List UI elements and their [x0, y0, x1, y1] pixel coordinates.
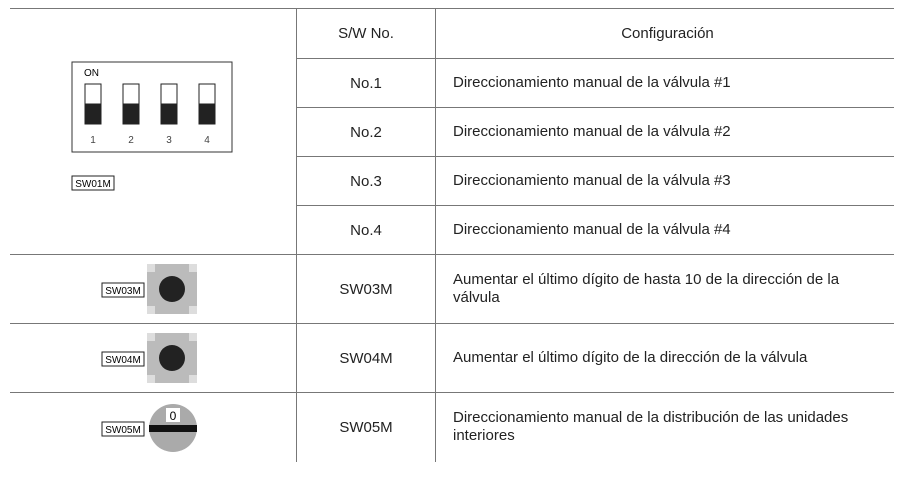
config-cell: Direccionamiento manual de la distribuci…	[435, 392, 894, 462]
rotary-mark: 0	[170, 409, 177, 423]
dip-toggles	[84, 83, 216, 125]
dip-number: 2	[128, 135, 134, 146]
settings-table: S/W No. Configuración No.1 Direccionamien…	[10, 8, 894, 462]
config-cell: Direccionamiento manual de la válvula #4	[435, 205, 894, 255]
button-knob	[159, 276, 185, 302]
switch-label: SW04M	[105, 355, 141, 366]
switch-label: SW05M	[105, 425, 141, 436]
sw-cell: No.4	[296, 205, 436, 255]
label-box	[101, 282, 145, 298]
config-cell: Aumentar el último dígito de hasta 10 de…	[435, 254, 894, 324]
sw-cell: SW04M	[296, 323, 436, 393]
button-knob	[159, 345, 185, 371]
button-corners	[147, 264, 197, 314]
sw-cell: SW05M	[296, 392, 436, 462]
config-cell: Direccionamiento manual de la válvula #2	[435, 107, 894, 157]
label-box	[101, 421, 145, 437]
config-cell: Direccionamiento manual de la válvula #1	[435, 58, 894, 108]
switch-label: SW03M	[105, 286, 141, 297]
rotary-slot	[149, 425, 197, 432]
sw-cell: No.1	[296, 58, 436, 108]
sw-cell: No.3	[296, 156, 436, 206]
header-cell: S/W No.	[296, 8, 436, 59]
sw-cell: SW03M	[296, 254, 436, 324]
rotary-mark-box	[166, 408, 180, 422]
dip-number: 1	[90, 135, 96, 146]
dip-number: 3	[166, 135, 172, 146]
dip-on: ON	[84, 68, 99, 79]
label-box	[101, 351, 145, 367]
dip-number: 4	[204, 135, 210, 146]
switch-label: SW01M	[75, 179, 111, 190]
label-box	[71, 175, 115, 191]
header-cell: Configuración	[435, 8, 894, 59]
config-cell: Aumentar el último dígito de la direcció…	[435, 323, 894, 393]
sw-cell: No.2	[296, 107, 436, 157]
button-corners	[147, 333, 197, 383]
config-cell: Direccionamiento manual de la válvula #3	[435, 156, 894, 206]
